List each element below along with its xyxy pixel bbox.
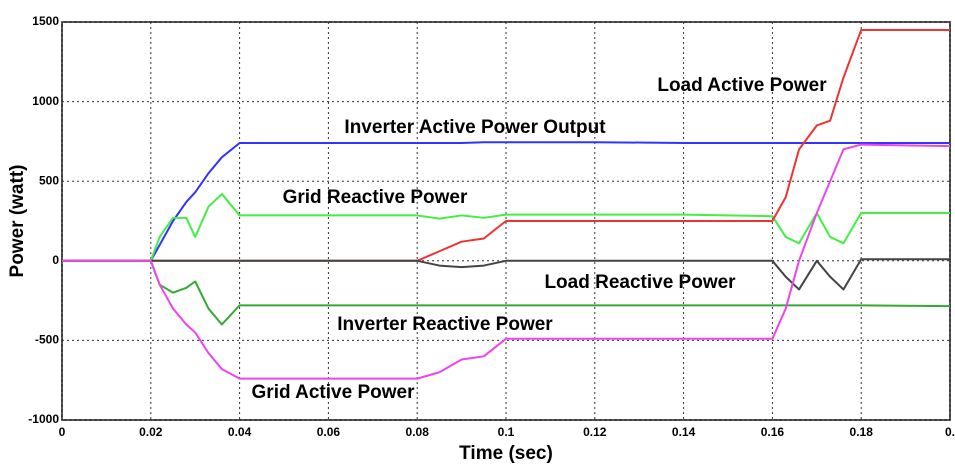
series-label: Load Active Power — [657, 75, 827, 96]
x-tick-label: 0. — [945, 425, 955, 439]
series-line — [62, 141, 950, 262]
y-tick-label: -500 — [35, 333, 59, 347]
x-tick-label: 0.02 — [139, 425, 163, 439]
x-axis-label: Time (sec) — [459, 443, 553, 464]
x-tick-label: 0.06 — [317, 425, 341, 439]
x-tick-label: 0.1 — [498, 425, 515, 439]
y-tick-label: 0 — [52, 253, 59, 267]
y-tick-label: -1000 — [28, 412, 59, 426]
x-tick-label: 0.12 — [583, 425, 607, 439]
series-line — [62, 258, 950, 291]
series-label: Inverter Reactive Power — [337, 314, 553, 335]
x-tick-label: 0.04 — [228, 425, 252, 439]
series-label: Inverter Active Power Output — [344, 117, 606, 138]
x-tick-label: 0.14 — [672, 425, 696, 439]
series-label: Load Reactive Power — [544, 272, 736, 293]
series-label: Grid Active Power — [252, 382, 416, 403]
series-line — [62, 143, 951, 380]
x-tick-label: 0.18 — [850, 425, 874, 439]
y-axis-label: Power (watt) — [7, 165, 28, 278]
y-tick-label: 500 — [39, 173, 59, 187]
y-tick-label: 1000 — [32, 94, 59, 108]
x-tick-label: 0.16 — [761, 425, 785, 439]
series-line — [62, 259, 951, 326]
series-label: Grid Reactive Power — [283, 187, 468, 208]
x-tick-label: 0 — [59, 425, 66, 439]
y-tick-label: 1500 — [32, 14, 59, 28]
x-tick-label: 0.08 — [406, 425, 430, 439]
